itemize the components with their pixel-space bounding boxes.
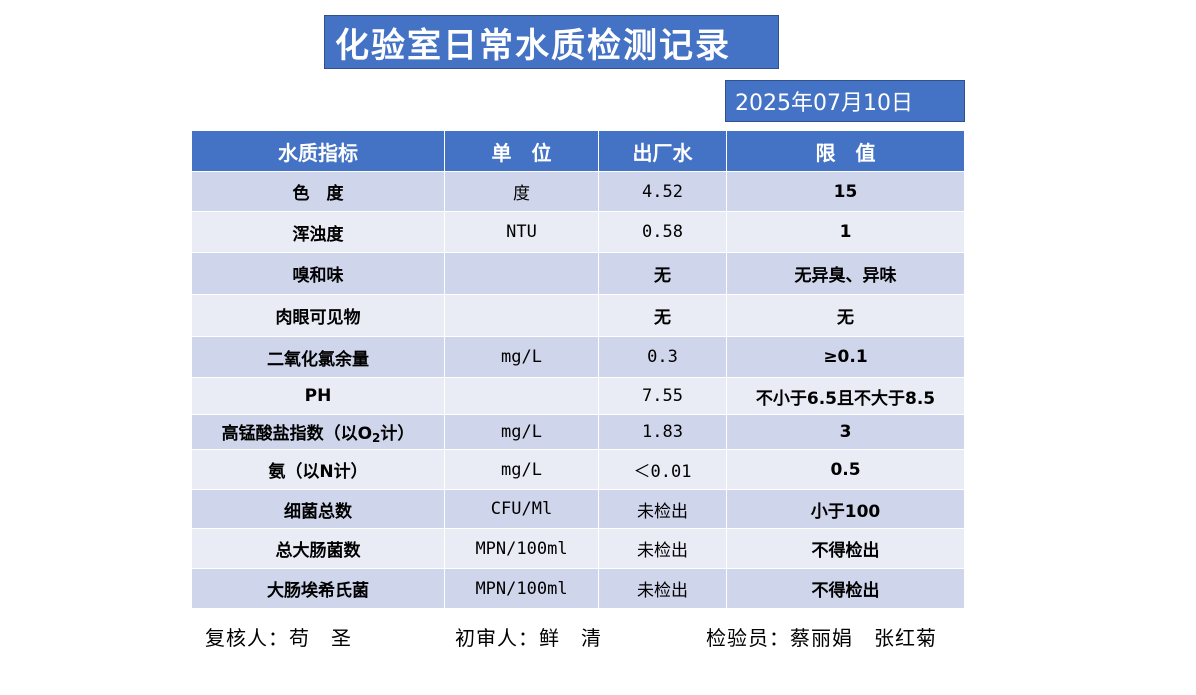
- header-factory-water: 出厂水: [598, 130, 727, 172]
- table-row: 肉眼可见物 无 无: [191, 294, 965, 337]
- water-quality-table: 水质指标 单 位 出厂水 限 值 色 度 度 4.52 15 浑浊度 NTU 0…: [191, 130, 965, 609]
- value-cell: 4.52: [598, 171, 727, 212]
- unit-cell: mg/L: [444, 449, 599, 490]
- table-row: 细菌总数 CFU/Ml 未检出 小于100: [191, 489, 965, 529]
- unit-cell: MPN/100ml: [444, 528, 599, 569]
- unit-cell: mg/L: [444, 414, 599, 450]
- value-cell: 0.58: [598, 211, 727, 253]
- header-indicator: 水质指标: [191, 130, 445, 172]
- value-cell: ＜0.01: [598, 449, 727, 490]
- unit-cell: NTU: [444, 211, 599, 253]
- unit-cell: CFU/Ml: [444, 489, 599, 529]
- limit-cell: 不得检出: [726, 568, 965, 609]
- value-cell: 未检出: [598, 568, 727, 609]
- table-row: 浑浊度 NTU 0.58 1: [191, 211, 965, 253]
- value-cell: 7.55: [598, 377, 727, 415]
- unit-cell: [444, 252, 599, 295]
- limit-cell: 无: [726, 294, 965, 337]
- value-cell: 无: [598, 294, 727, 337]
- limit-cell: 0.5: [726, 449, 965, 490]
- indicator-cell: 二氧化氯余量: [191, 336, 445, 378]
- first-reviewer-signature: 初审人：鲜 清: [455, 626, 602, 650]
- record-date: 2025年07月10日: [725, 80, 965, 122]
- limit-cell: 3: [726, 414, 965, 450]
- indicator-cell: 色 度: [191, 171, 445, 212]
- indicator-cell: 氨（以N计）: [191, 449, 445, 490]
- limit-cell: 不得检出: [726, 528, 965, 569]
- table-row: PH 7.55 不小于6.5且不大于8.5: [191, 377, 965, 415]
- reviewer-signature: 复核人：苟 圣: [205, 626, 352, 650]
- header-unit: 单 位: [444, 130, 599, 172]
- value-cell: 1.83: [598, 414, 727, 450]
- unit-cell: 度: [444, 171, 599, 212]
- limit-cell: 无异臭、异味: [726, 252, 965, 295]
- indicator-text: 计）: [380, 424, 415, 444]
- table-row: 高锰酸盐指数（以O2计） mg/L 1.83 3: [191, 414, 965, 450]
- value-cell: 0.3: [598, 336, 727, 378]
- indicator-cell: PH: [191, 377, 445, 415]
- indicator-subscript: 2: [372, 431, 381, 445]
- indicator-cell: 浑浊度: [191, 211, 445, 253]
- page-title: 化验室日常水质检测记录: [324, 15, 779, 69]
- indicator-cell: 嗅和味: [191, 252, 445, 295]
- value-cell: 未检出: [598, 489, 727, 529]
- unit-cell: [444, 377, 599, 415]
- indicator-cell: 总大肠菌数: [191, 528, 445, 569]
- table-row: 嗅和味 无 无异臭、异味: [191, 252, 965, 295]
- unit-cell: MPN/100ml: [444, 568, 599, 609]
- limit-cell: 小于100: [726, 489, 965, 529]
- unit-cell: mg/L: [444, 336, 599, 378]
- inspector-signature: 检验员：蔡丽娟 张红菊: [706, 626, 937, 650]
- unit-cell: [444, 294, 599, 337]
- limit-cell: 15: [726, 171, 965, 212]
- limit-cell: ≥0.1: [726, 336, 965, 378]
- table-row: 二氧化氯余量 mg/L 0.3 ≥0.1: [191, 336, 965, 378]
- indicator-cell: 大肠埃希氏菌: [191, 568, 445, 609]
- table-row: 氨（以N计） mg/L ＜0.01 0.5: [191, 449, 965, 490]
- limit-cell: 不小于6.5且不大于8.5: [726, 377, 965, 415]
- table-row: 总大肠菌数 MPN/100ml 未检出 不得检出: [191, 528, 965, 569]
- table-row: 大肠埃希氏菌 MPN/100ml 未检出 不得检出: [191, 568, 965, 609]
- value-cell: 未检出: [598, 528, 727, 569]
- header-limit: 限 值: [726, 130, 965, 172]
- indicator-text: 高锰酸盐指数（以O: [221, 424, 373, 444]
- value-cell: 无: [598, 252, 727, 295]
- indicator-cell: 肉眼可见物: [191, 294, 445, 337]
- indicator-cell: 细菌总数: [191, 489, 445, 529]
- indicator-cell: 高锰酸盐指数（以O2计）: [191, 414, 445, 450]
- table-header-row: 水质指标 单 位 出厂水 限 值: [191, 130, 965, 172]
- table-row: 色 度 度 4.52 15: [191, 171, 965, 212]
- limit-cell: 1: [726, 211, 965, 253]
